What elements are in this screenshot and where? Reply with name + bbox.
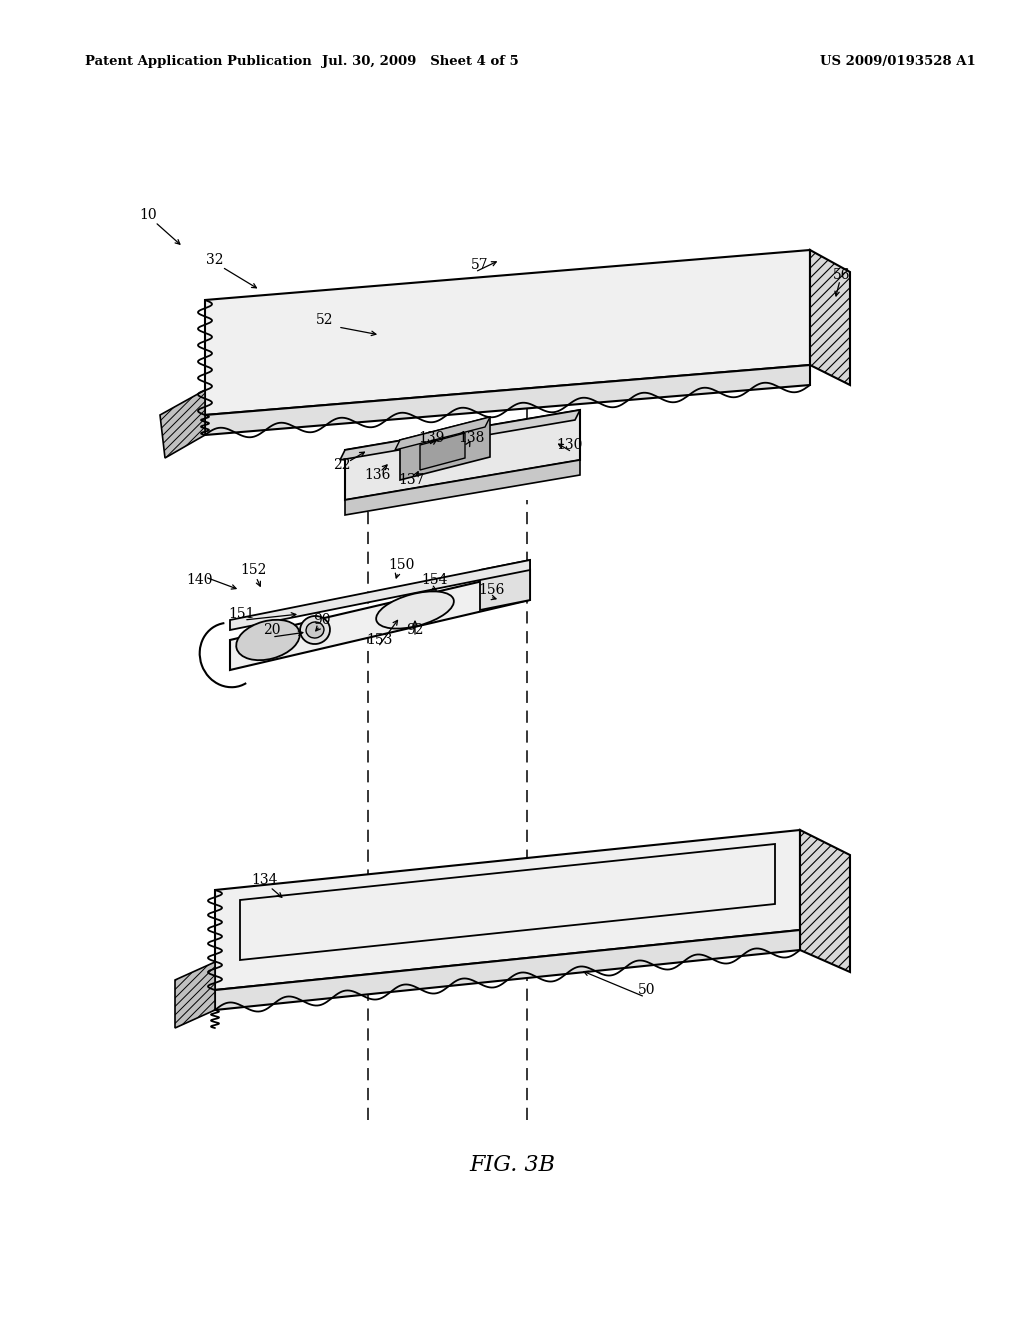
Text: 154: 154 — [422, 573, 449, 587]
Text: 151: 151 — [228, 607, 255, 620]
Ellipse shape — [237, 620, 300, 660]
Ellipse shape — [300, 616, 330, 644]
Polygon shape — [230, 570, 530, 671]
Text: 130: 130 — [557, 438, 584, 451]
Text: 136: 136 — [365, 469, 391, 482]
Text: 50: 50 — [638, 983, 655, 997]
Polygon shape — [480, 560, 530, 610]
Polygon shape — [215, 931, 800, 1010]
Polygon shape — [160, 389, 205, 458]
Polygon shape — [205, 249, 810, 414]
Text: 56: 56 — [834, 268, 851, 282]
Text: 90: 90 — [313, 612, 331, 627]
Text: 134: 134 — [252, 873, 279, 887]
Text: Jul. 30, 2009   Sheet 4 of 5: Jul. 30, 2009 Sheet 4 of 5 — [322, 55, 518, 69]
Polygon shape — [810, 249, 850, 385]
Text: 22: 22 — [333, 458, 351, 473]
Polygon shape — [175, 962, 215, 1028]
Polygon shape — [420, 433, 465, 470]
Text: 52: 52 — [316, 313, 334, 327]
Text: 150: 150 — [389, 558, 415, 572]
Text: 32: 32 — [206, 253, 224, 267]
Text: 153: 153 — [367, 634, 393, 647]
Text: 20: 20 — [263, 623, 281, 638]
Text: 156: 156 — [479, 583, 505, 597]
Text: Patent Application Publication: Patent Application Publication — [85, 55, 311, 69]
Text: 57: 57 — [471, 257, 488, 272]
Text: 10: 10 — [139, 209, 157, 222]
Text: 152: 152 — [240, 564, 266, 577]
Ellipse shape — [306, 622, 324, 638]
Polygon shape — [395, 417, 490, 450]
Polygon shape — [800, 830, 850, 972]
Polygon shape — [230, 560, 530, 630]
Text: FIG. 3B: FIG. 3B — [469, 1154, 555, 1176]
Polygon shape — [215, 830, 800, 990]
Text: US 2009/0193528 A1: US 2009/0193528 A1 — [820, 55, 976, 69]
Text: 138: 138 — [459, 432, 485, 445]
Ellipse shape — [376, 591, 454, 628]
Polygon shape — [345, 411, 580, 500]
Text: 137: 137 — [398, 473, 425, 487]
Polygon shape — [400, 417, 490, 480]
Polygon shape — [345, 459, 580, 515]
Text: 140: 140 — [186, 573, 213, 587]
Polygon shape — [205, 366, 810, 436]
Polygon shape — [340, 411, 580, 459]
Text: 139: 139 — [419, 432, 445, 445]
Text: 92: 92 — [407, 623, 424, 638]
